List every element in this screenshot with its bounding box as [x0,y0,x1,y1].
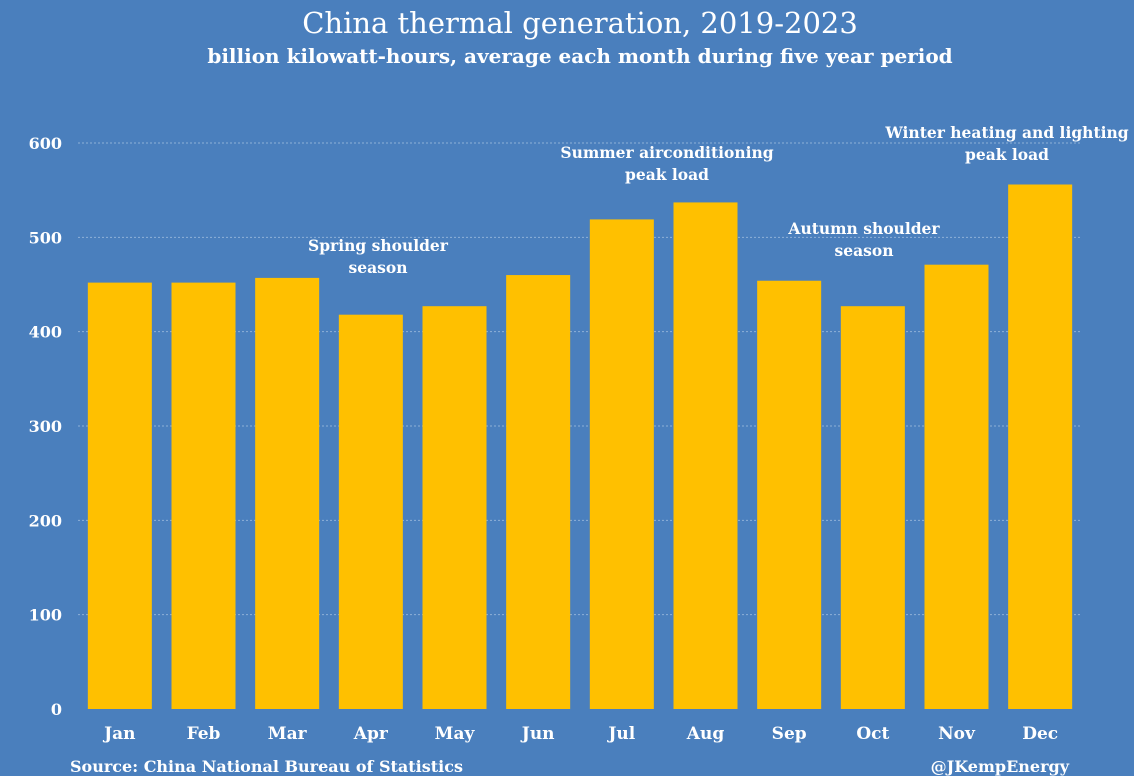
y-tick-label: 100 [29,606,62,625]
bar-feb [171,282,236,709]
annotations: Spring shoulder season Summer aircondition… [308,123,1129,277]
x-tick-label: Mar [268,724,308,744]
source-note: Source: China National Bureau of Statist… [70,757,463,776]
x-tick-label: Aug [686,724,725,744]
bar-mar [255,277,320,709]
x-tick-label: Jul [606,724,635,744]
chart-title: China thermal generation, 2019-2023 [302,6,858,40]
y-tick-label: 200 [29,511,62,530]
bar-may [422,306,487,709]
y-axis-ticks: 0 100 200 300 400 500 600 [29,134,62,719]
bar-aug [673,202,738,709]
y-tick-label: 600 [29,134,62,153]
x-tick-label: Apr [353,724,389,744]
y-tick-label: 0 [51,700,62,719]
y-tick-label: 400 [29,323,62,342]
bar-nov [924,264,989,709]
annotation-dec: Winter heating and lighting peak load [884,123,1128,164]
x-tick-label: May [435,724,476,744]
x-tick-label: Sep [772,724,807,744]
bar-jan [87,282,152,709]
bar-apr [338,314,403,709]
y-tick-label: 300 [29,417,62,436]
x-tick-label: Oct [856,724,889,744]
x-tick-label: Jun [520,724,555,744]
annotation-apr: Spring shoulder season [308,236,449,277]
x-axis-labels: Jan Feb Mar Apr May Jun Jul Aug Sep Oct Nov Dec [102,724,1058,744]
credit-handle: @JKempEnergy [931,757,1070,776]
x-tick-label: Nov [938,724,976,744]
chart-subtitle: billion kilowatt-hours, average each mon… [207,44,952,68]
bar-oct [840,306,905,709]
annotation-oct: Autumn shoulder season [787,219,940,260]
bar-dec [1008,184,1073,710]
x-tick-label: Dec [1022,724,1058,744]
x-tick-label: Feb [187,724,221,744]
annotation-jul: Summer airconditioning peak load [560,143,773,184]
bar-jun [506,275,571,709]
x-tick-label: Jan [102,724,135,744]
gridlines [78,142,1082,616]
bar-jul [589,219,654,709]
y-tick-label: 500 [29,228,62,247]
bars [87,184,1073,710]
bar-sep [757,280,822,709]
